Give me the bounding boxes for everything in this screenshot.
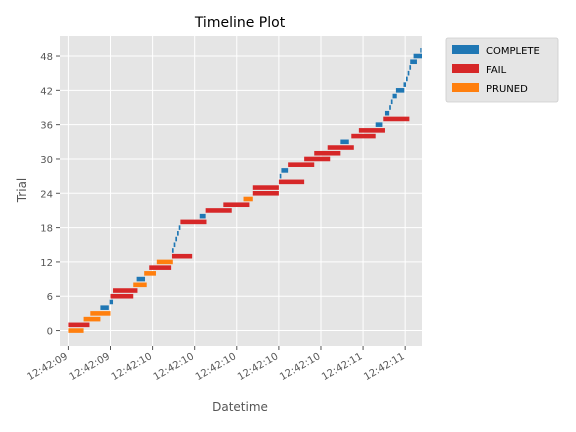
trial-bar-31 (314, 150, 341, 156)
trial-bar-45 (407, 70, 410, 76)
trial-bar-8 (133, 282, 147, 288)
chart-title: Timeline Plot (194, 15, 286, 31)
trial-bar-2 (83, 316, 101, 322)
legend-label-complete: COMPLETE (486, 46, 540, 57)
legend-label-fail: FAIL (486, 65, 507, 76)
trial-bar-38 (384, 110, 390, 116)
trial-bar-46 (409, 65, 412, 70)
trial-bar-4 (100, 305, 109, 310)
trial-bar-37 (383, 116, 410, 122)
trial-bar-36 (375, 122, 383, 127)
trial-bar-5 (109, 299, 114, 305)
legend-swatch-complete (452, 45, 479, 54)
trial-bar-11 (149, 265, 172, 270)
x-axis-label: Datetime (212, 400, 268, 414)
trial-bar-10 (144, 271, 156, 276)
y-tick-label: 42 (40, 86, 53, 97)
trial-bars (68, 48, 422, 333)
trial-bar-23 (243, 196, 253, 202)
trial-bar-12 (156, 259, 173, 265)
legend-swatch-pruned (452, 83, 479, 92)
trial-bar-30 (304, 156, 331, 162)
trial-bar-28 (281, 168, 289, 173)
trial-bar-24 (252, 191, 279, 196)
y-tick-label: 30 (40, 155, 53, 166)
trial-bar-6 (110, 293, 134, 299)
y-tick-label: 0 (47, 327, 53, 338)
trial-bar-18 (178, 225, 181, 230)
trial-bar-16 (175, 236, 178, 242)
y-tick-label: 18 (40, 224, 53, 235)
trial-bar-19 (180, 219, 207, 225)
trial-bar-17 (177, 231, 179, 236)
y-axis-ticks: 0 6 12 18 24 30 36 42 48 (40, 52, 60, 338)
y-tick-label: 24 (40, 189, 53, 200)
plot-area (60, 36, 422, 346)
trial-bar-20 (199, 213, 206, 219)
trial-bar-21 (205, 208, 232, 213)
trial-bar-25 (252, 185, 279, 190)
trial-bar-22 (223, 202, 250, 208)
trial-bar-47 (410, 59, 417, 65)
trial-bar-15 (173, 242, 176, 248)
trial-bar-13 (171, 253, 193, 259)
trial-bar-44 (406, 76, 408, 82)
trial-bar-0 (68, 328, 84, 333)
y-tick-label: 36 (40, 121, 53, 132)
legend: COMPLETE FAIL PRUNED (445, 37, 559, 103)
trial-bar-9 (136, 276, 146, 282)
trial-bar-26 (278, 179, 305, 185)
y-tick-label: 48 (40, 52, 53, 63)
trial-bar-27 (279, 173, 282, 179)
trial-bar-35 (358, 128, 385, 133)
trial-bar-29 (288, 162, 315, 167)
trial-bar-41 (392, 93, 397, 99)
y-tick-label: 12 (40, 258, 53, 269)
trial-bar-33 (340, 139, 349, 145)
trial-bar-34 (351, 133, 376, 139)
trial-bar-48 (413, 53, 422, 59)
legend-label-pruned: PRUNED (486, 84, 528, 95)
trial-bar-1 (68, 322, 90, 328)
trial-bar-7 (113, 288, 138, 293)
trial-bar-42 (395, 88, 405, 93)
trial-bar-49 (420, 48, 422, 53)
trial-bar-14 (171, 248, 174, 253)
y-axis-label: Trial (15, 178, 29, 204)
trial-bar-32 (327, 145, 354, 150)
trial-bar-3 (90, 311, 111, 316)
trial-bar-39 (389, 105, 391, 110)
y-tick-label: 6 (47, 292, 53, 303)
legend-swatch-fail (452, 64, 479, 73)
trial-bar-43 (403, 82, 407, 87)
trial-bar-40 (390, 99, 393, 105)
